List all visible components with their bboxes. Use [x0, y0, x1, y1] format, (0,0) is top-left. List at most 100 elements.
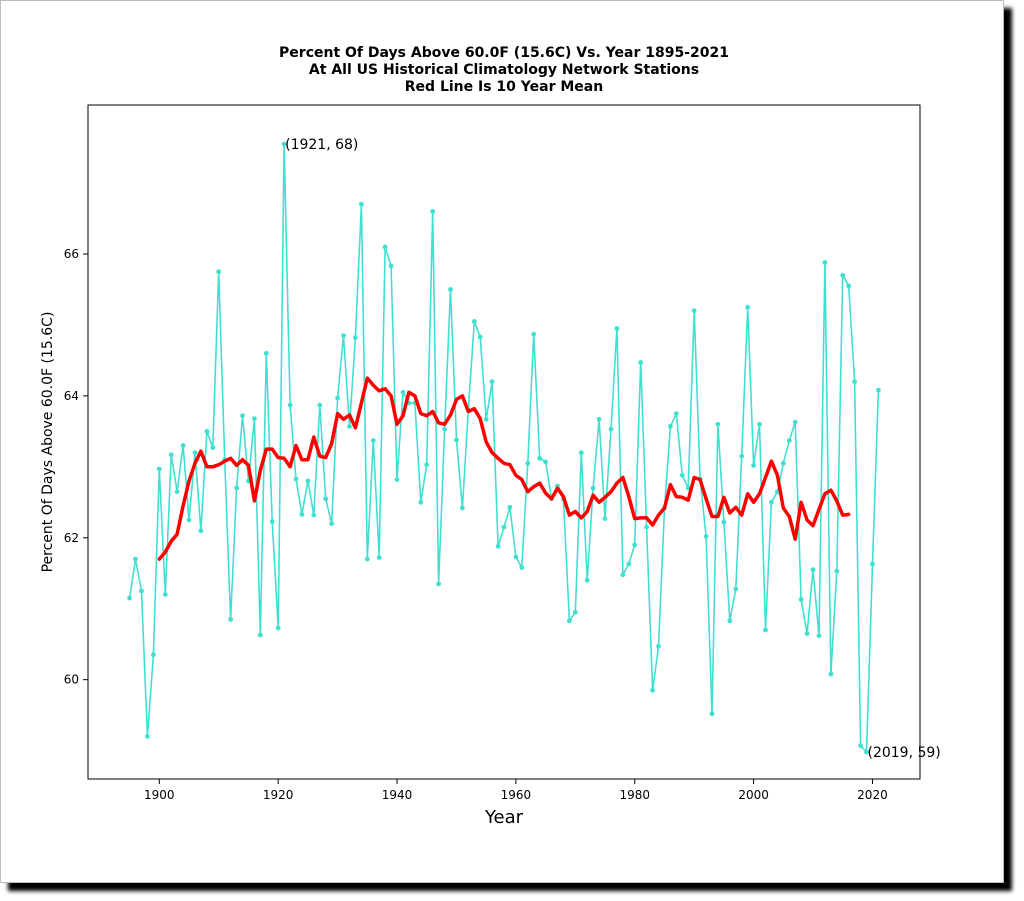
- data-point: [858, 743, 863, 749]
- data-point: [780, 460, 786, 466]
- data-point: [216, 269, 222, 275]
- data-point: [388, 263, 394, 269]
- data-point: [876, 387, 881, 393]
- x-tick-label: 1940: [382, 788, 413, 802]
- data-point: [757, 421, 762, 427]
- data-point: [572, 609, 578, 615]
- data-point: [370, 438, 376, 443]
- y-tick-label: 62: [64, 531, 79, 545]
- data-point: [632, 542, 638, 548]
- data-point: [608, 426, 614, 432]
- data-point: [317, 402, 323, 408]
- data-point: [192, 450, 198, 455]
- data-point: [846, 283, 852, 289]
- data-point: [174, 489, 180, 495]
- x-tick-label: 2020: [857, 788, 888, 802]
- data-point: [341, 333, 346, 338]
- x-axis-label: Year: [484, 807, 524, 828]
- data-point: [703, 534, 709, 539]
- x-tick-label: 1980: [619, 788, 650, 802]
- data-point: [281, 141, 287, 147]
- data-point: [471, 319, 477, 324]
- data-point: [430, 209, 436, 214]
- data-point: [638, 360, 644, 365]
- yearly-line: [128, 143, 880, 753]
- data-point: [275, 625, 281, 631]
- data-point: [353, 335, 358, 341]
- x-tick-label: 2000: [738, 788, 769, 802]
- figure-frame: [0, 0, 1004, 883]
- data-point: [656, 643, 661, 649]
- data-point: [852, 379, 857, 385]
- data-point: [513, 554, 519, 560]
- data-point: [442, 426, 447, 432]
- data-point: [798, 597, 804, 602]
- data-point: [822, 260, 828, 265]
- data-point: [151, 652, 156, 658]
- data-point: [673, 411, 679, 416]
- data-point: [828, 671, 834, 677]
- data-point: [721, 519, 727, 525]
- data-point: [376, 555, 382, 560]
- y-axis: 60 62 64 66: [64, 247, 88, 687]
- data-point: [769, 499, 774, 505]
- x-axis: 1900 1920 1940 1960 1980 2000 2020: [144, 779, 888, 802]
- title-line-3: Red Line Is 10 Year Mean: [405, 79, 603, 95]
- annotations: (1921, 68) (2019, 59): [285, 137, 941, 761]
- data-point: [804, 631, 810, 636]
- data-point: [626, 561, 632, 567]
- data-point: [715, 421, 721, 427]
- data-point: [501, 524, 507, 530]
- data-point: [210, 445, 216, 451]
- data-point: [870, 561, 875, 567]
- y-tick-label: 64: [64, 389, 79, 403]
- data-point: [495, 543, 501, 549]
- title-line-1: Percent Of Days Above 60.0F (15.6C) Vs. …: [279, 45, 729, 61]
- data-point: [139, 588, 144, 594]
- data-point: [489, 379, 495, 385]
- data-point: [186, 517, 192, 523]
- y-tick-label: 60: [64, 673, 79, 687]
- data-point: [834, 568, 840, 574]
- data-point: [359, 201, 364, 207]
- data-point: [590, 485, 596, 491]
- data-point: [537, 455, 543, 461]
- data-point: [133, 556, 138, 562]
- data-point: [507, 504, 513, 510]
- data-point: [263, 350, 269, 356]
- data-point: [347, 424, 352, 429]
- data-point: [418, 499, 424, 505]
- data-point: [620, 572, 626, 578]
- data-point: [745, 304, 751, 310]
- data-point: [228, 617, 234, 622]
- data-point: [816, 633, 822, 639]
- data-point: [400, 389, 406, 395]
- chart-title: Percent Of Days Above 60.0F (15.6C) Vs. …: [279, 45, 729, 95]
- data-point: [311, 512, 317, 518]
- data-point: [691, 308, 697, 314]
- data-point: [840, 272, 846, 278]
- data-point: [650, 687, 655, 693]
- data-point: [180, 443, 186, 448]
- data-point: [323, 496, 329, 502]
- data-point: [329, 521, 335, 526]
- data-point: [145, 734, 150, 739]
- data-point: [252, 416, 257, 421]
- mean-line: [157, 376, 851, 561]
- data-point: [436, 581, 441, 587]
- data-point: [531, 331, 537, 337]
- data-point: [287, 402, 293, 408]
- data-point: [168, 452, 174, 458]
- plot-area: [87, 104, 921, 780]
- data-point: [269, 519, 275, 524]
- data-point: [543, 459, 548, 465]
- data-point: [519, 565, 525, 570]
- data-point: [602, 516, 608, 521]
- x-tick-label: 1920: [263, 788, 294, 802]
- data-point: [234, 485, 240, 491]
- data-point: [483, 416, 489, 422]
- data-point: [240, 413, 245, 419]
- data-point: [127, 595, 132, 601]
- data-point: [584, 577, 590, 583]
